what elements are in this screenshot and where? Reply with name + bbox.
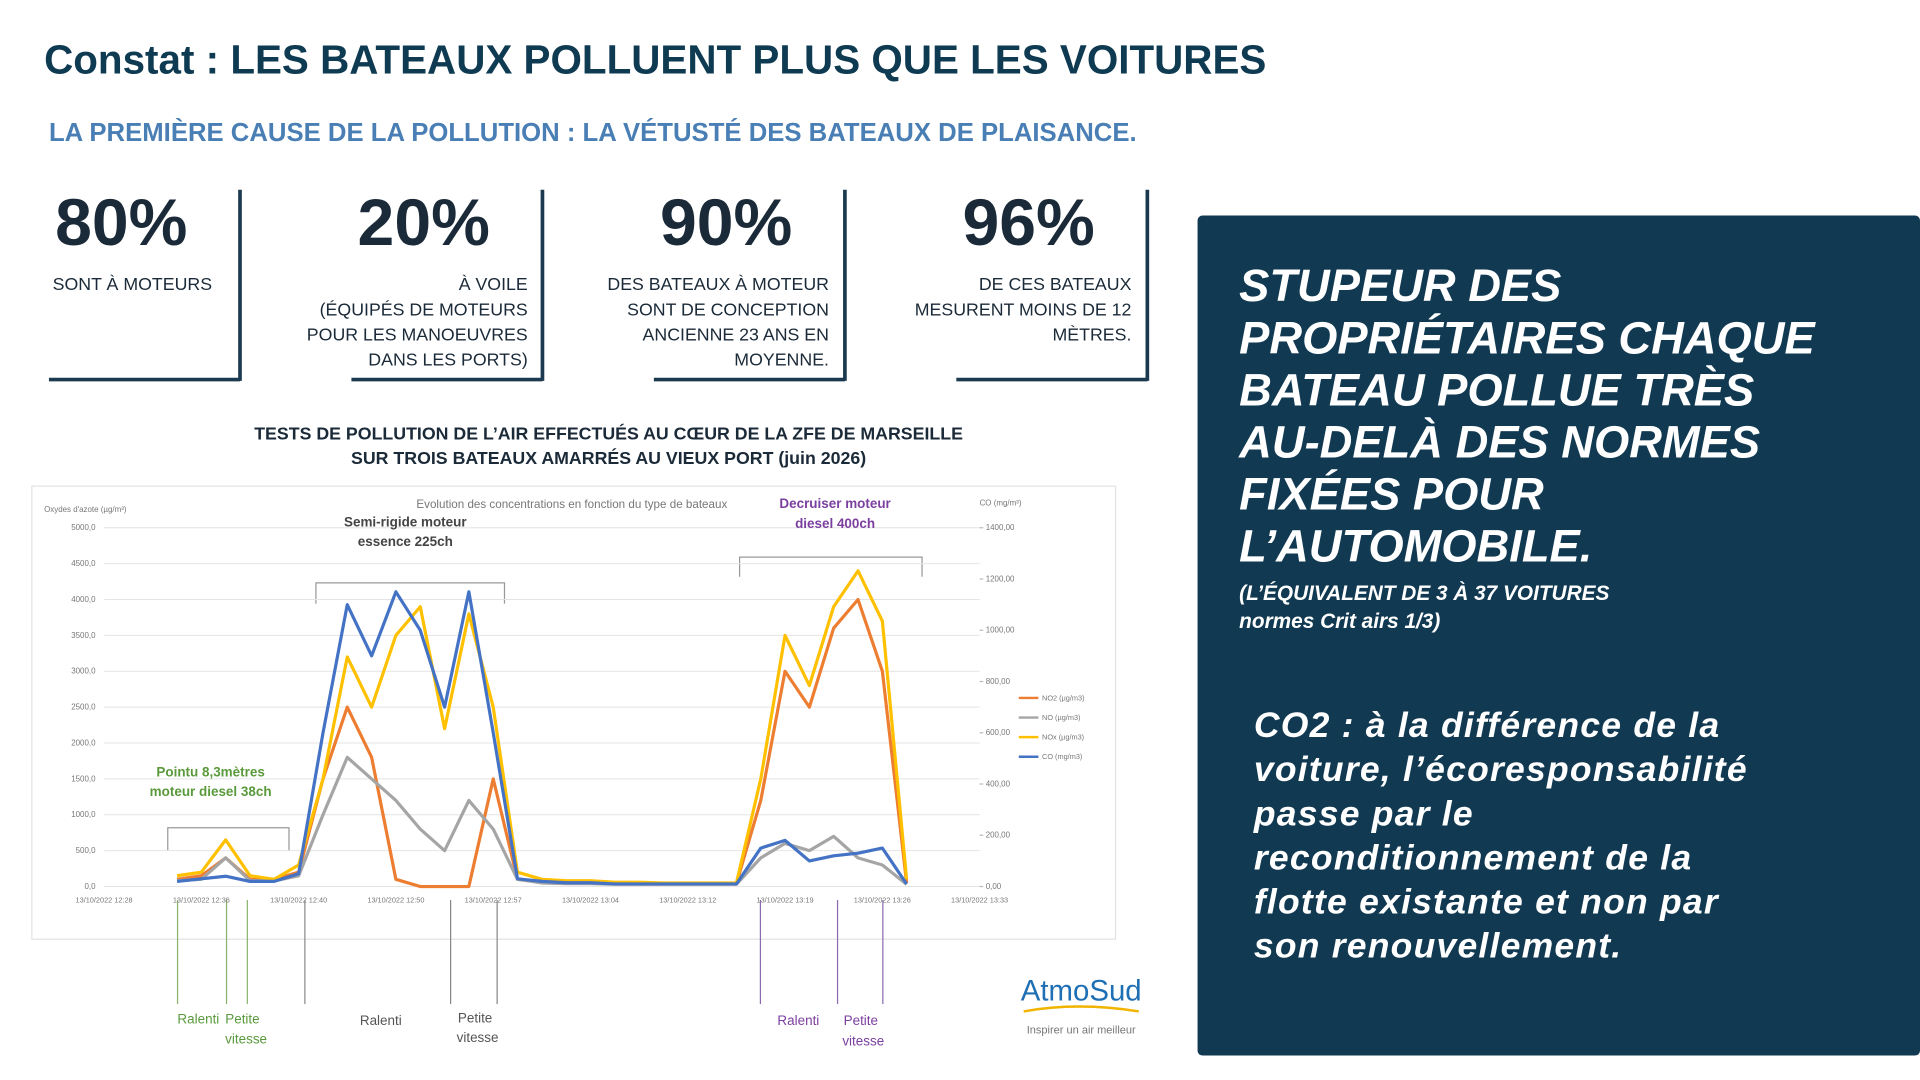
stat-text: DANS LES PORTS) [368, 350, 527, 370]
chart-annotation: Pointu 8,3mètres [156, 764, 264, 779]
phase-label: Ralenti [177, 1012, 219, 1027]
x-tick-label: 13/10/2022 12:57 [465, 895, 522, 904]
panel-headline: STUPEUR DES [1239, 260, 1561, 311]
y2-tick-label: 800,00 [986, 677, 1011, 686]
logo-swoosh [1023, 1005, 1139, 1013]
panel-body: passe par le [1253, 793, 1474, 833]
stat-text: ANCIENNE 23 ANS EN [643, 324, 829, 344]
panel-body: reconditionnement de la [1254, 837, 1692, 877]
phase-label: Ralenti [360, 1013, 402, 1028]
source-logo: AtmoSud [1021, 974, 1142, 1007]
legend-label: CO (mg/m3) [1042, 752, 1082, 761]
panel-headline: FIXÉES POUR [1239, 468, 1544, 519]
phase-label: Petite [225, 1012, 259, 1027]
y-tick-label: 2000,0 [71, 738, 96, 747]
chart-frame [31, 485, 1117, 940]
stat-text: POUR LES MANOEUVRES [307, 324, 528, 344]
chart-annotation: moteur diesel 38ch [150, 784, 272, 799]
x-tick-label: 13/10/2022 13:12 [659, 895, 716, 904]
y-tick-label: 1500,0 [71, 774, 96, 783]
stat-value: 80% [55, 186, 187, 260]
stat-text: MÈTRES. [1053, 324, 1132, 344]
stat-text: SONT À MOTEURS [53, 274, 213, 294]
title: Constat : LES BATEAUX POLLUENT PLUS QUE … [44, 36, 1266, 82]
y2-tick-label: 400,00 [986, 779, 1011, 788]
phase-arrows [176, 900, 884, 1005]
y-tick-label: 4500,0 [71, 559, 96, 568]
stat-text: (ÉQUIPÉS DE MOTEURS [320, 299, 528, 319]
x-tick-label: 13/10/2022 12:40 [270, 895, 327, 904]
y2-tick-label: 200,00 [986, 831, 1011, 840]
legend-label: NO2 (µg/m3) [1042, 693, 1085, 702]
subtitle: LA PREMIÈRE CAUSE DE LA POLLUTION : LA V… [49, 118, 1137, 147]
panel-note: normes Crit airs 1/3) [1239, 610, 1440, 633]
chart-annotation: essence 225ch [358, 534, 453, 549]
y2-tick-label: 1200,00 [986, 574, 1015, 583]
y-tick-label: 5000,0 [71, 523, 96, 532]
panel-headline: BATEAU POLLUE TRÈS [1239, 364, 1754, 415]
phase-label: vitesse [225, 1031, 267, 1046]
panel-headline: L’AUTOMOBILE. [1239, 520, 1592, 571]
stat-text: DES BATEAUX À MOTEUR [607, 274, 829, 294]
stat-text: MESURENT MOINS DE 12 [915, 299, 1132, 319]
panel-note: (L’ÉQUIVALENT DE 3 À 37 VOITURES [1239, 582, 1609, 605]
brackets [167, 556, 923, 852]
stat-text: DE CES BATEAUX [979, 274, 1132, 294]
chart-annotation: Decruiser moteur [779, 496, 891, 511]
x-tick-label: 13/10/2022 12:50 [367, 895, 424, 904]
phase-label: Petite [458, 1010, 492, 1025]
y2-tick-label: 600,00 [986, 728, 1011, 737]
y-tick-label: 2500,0 [71, 703, 96, 712]
source-tagline: Inspirer un air meilleur [1027, 1024, 1136, 1036]
phase-label: vitesse [842, 1034, 884, 1049]
y2-tick-label: 1000,00 [986, 626, 1015, 635]
chart-heading: TESTS DE POLLUTION DE L’AIR EFFECTUÉS AU… [254, 423, 963, 444]
stat-text: SONT DE CONCEPTION [627, 299, 829, 319]
panel-headline: AU-DELÀ DES NORMES [1238, 416, 1760, 467]
x-tick-label: 13/10/2022 13:04 [562, 895, 619, 904]
phase-label: vitesse [457, 1030, 499, 1045]
stat-value: 20% [358, 186, 490, 260]
chart-annotation: diesel 400ch [795, 516, 875, 531]
y-tick-label: 3500,0 [71, 631, 96, 640]
y-tick-label: 0,0 [84, 882, 96, 891]
y-tick-label: 3000,0 [71, 667, 96, 676]
x-tick-label: 13/10/2022 13:33 [951, 895, 1008, 904]
panel-body: flotte existante et non par [1254, 881, 1720, 921]
stat-text: À VOILE [459, 274, 528, 294]
panel-body: voiture, l’écoresponsabilité [1254, 749, 1748, 789]
y-tick-label: 1000,0 [71, 810, 96, 819]
stat-value: 96% [962, 186, 1094, 260]
chart-title: Evolution des concentrations en fonction… [416, 498, 727, 511]
y-tick-label: 500,0 [76, 846, 96, 855]
chart-annotation: Semi-rigide moteur [344, 515, 467, 530]
legend-label: NOx (µg/m3) [1042, 733, 1084, 742]
panel-body: CO2 : à la différence de la [1254, 705, 1720, 745]
stat-value: 90% [660, 186, 792, 260]
x-tick-label: 13/10/2022 13:26 [854, 895, 911, 904]
info-panel [1197, 215, 1920, 1056]
x-tick-label: 13/10/2022 12:36 [173, 895, 230, 904]
panel-headline: PROPRIÉTAIRES CHAQUE [1239, 312, 1816, 363]
legend-label: NO (µg/m3) [1042, 713, 1080, 722]
series-line [176, 590, 908, 886]
y2-tick-label: 1400,00 [986, 523, 1015, 532]
y2-tick-label: 0,00 [986, 882, 1002, 891]
y-tick-label: 4000,0 [71, 595, 96, 604]
stat-text: MOYENNE. [734, 350, 829, 370]
chart-heading: SUR TROIS BATEAUX AMARRÉS AU VIEUX PORT … [351, 447, 866, 468]
y-axis-label: Oxydes d'azote (µg/m³) [44, 505, 127, 514]
panel-body: son renouvellement. [1254, 926, 1623, 966]
x-tick-label: 13/10/2022 13:19 [757, 895, 814, 904]
y2-axis-label: CO (mg/m³) [980, 499, 1022, 508]
phase-label: Ralenti [777, 1013, 819, 1028]
x-tick-label: 13/10/2022 12:28 [76, 895, 133, 904]
phase-label: Petite [844, 1013, 878, 1028]
